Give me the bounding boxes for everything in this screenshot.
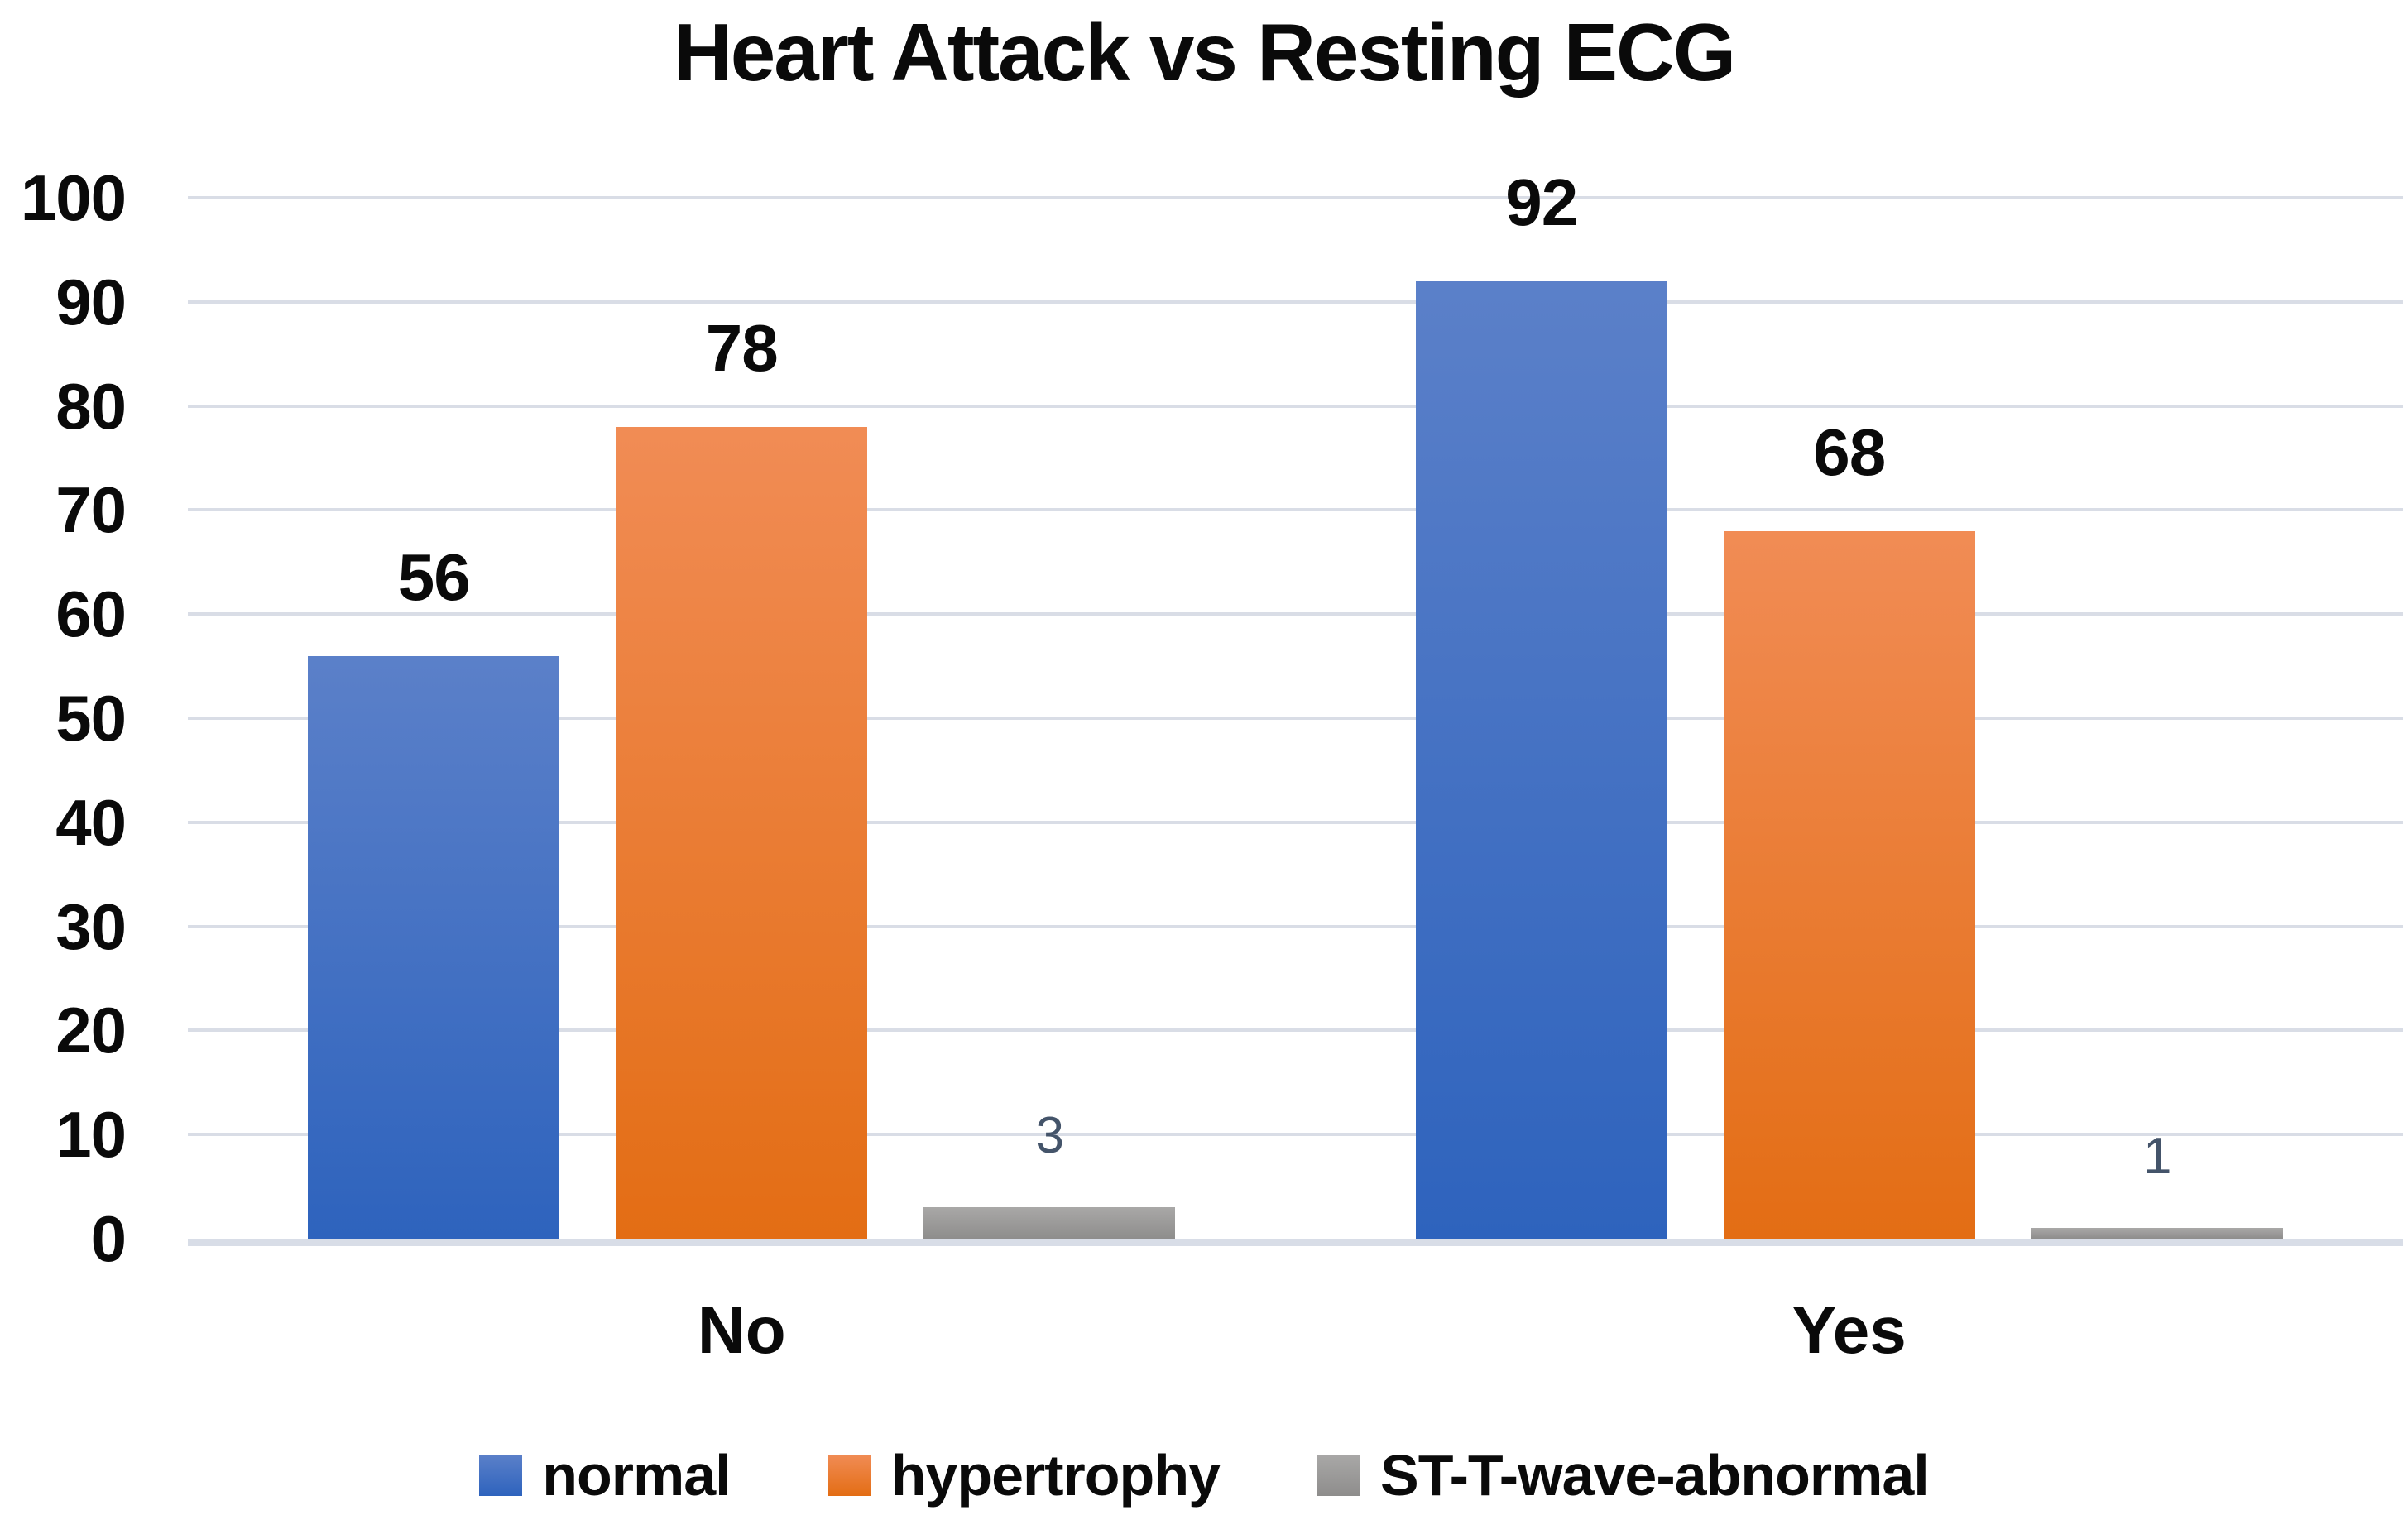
- gridline: [188, 404, 2403, 408]
- data-label-normal-No: 56: [397, 539, 471, 614]
- gridline: [188, 612, 2403, 616]
- bar-hypertrophy-No: [616, 426, 868, 1239]
- data-label-hypertrophy-Yes: 68: [1813, 415, 1886, 489]
- gridline: [188, 196, 2403, 199]
- bar-ST-T-wave-abnormal-No: [923, 1207, 1176, 1239]
- data-label-ST-T-wave-abnormal-No: 3: [1035, 1107, 1064, 1165]
- axis-baseline: [188, 1239, 2403, 1246]
- legend-item-normal: normal: [479, 1443, 732, 1508]
- bar-normal-Yes: [1415, 280, 1667, 1239]
- legend-label: ST-T-wave-abnormal: [1380, 1443, 1930, 1508]
- legend-swatch-ST-T-wave-abnormal: [1317, 1455, 1361, 1496]
- y-tick-label: 20: [55, 994, 127, 1067]
- legend-swatch-hypertrophy: [827, 1455, 871, 1496]
- y-tick-label: 100: [20, 161, 127, 234]
- y-tick-label: 0: [90, 1202, 127, 1275]
- category-label: Yes: [1792, 1293, 1907, 1367]
- category-label: No: [697, 1293, 786, 1367]
- y-tick-label: 30: [55, 889, 127, 963]
- y-tick-label: 90: [55, 265, 127, 338]
- bar-normal-No: [308, 655, 560, 1239]
- legend: normal hypertrophy ST-T-wave-abnormal: [0, 1446, 2408, 1504]
- gridline: [188, 924, 2403, 928]
- gridline: [188, 1028, 2403, 1033]
- legend-label: normal: [542, 1443, 731, 1508]
- legend-item-ST-T-wave-abnormal: ST-T-wave-abnormal: [1317, 1443, 1930, 1508]
- plot-area: 56 78 3 92 68 1: [188, 169, 2403, 1246]
- y-tick-label: 70: [55, 473, 127, 547]
- gridline: [188, 717, 2403, 720]
- bar-hypertrophy-Yes: [1723, 530, 1975, 1239]
- data-label-ST-T-wave-abnormal-Yes: 1: [2143, 1128, 2171, 1186]
- chart-title: Heart Attack vs Resting ECG: [673, 7, 1736, 98]
- gridline: [188, 820, 2403, 824]
- bar-ST-T-wave-abnormal-Yes: [2031, 1228, 2283, 1239]
- y-axis: 0 10 20 30 40 50 60 70 80 90 100: [0, 165, 127, 1271]
- x-axis: No Yes: [188, 1297, 2403, 1380]
- legend-swatch-normal: [479, 1455, 523, 1496]
- gridline: [188, 300, 2403, 304]
- gridline: [188, 1133, 2403, 1137]
- legend-label: hypertrophy: [890, 1443, 1221, 1508]
- y-tick-label: 40: [55, 785, 127, 859]
- y-tick-label: 10: [55, 1098, 127, 1172]
- data-label-normal-Yes: 92: [1505, 165, 1578, 239]
- data-label-hypertrophy-No: 78: [705, 310, 779, 385]
- y-tick-label: 50: [55, 682, 127, 755]
- y-tick-label: 60: [55, 578, 127, 651]
- y-tick-label: 80: [55, 369, 127, 443]
- legend-item-hypertrophy: hypertrophy: [827, 1443, 1221, 1508]
- gridline: [188, 508, 2403, 512]
